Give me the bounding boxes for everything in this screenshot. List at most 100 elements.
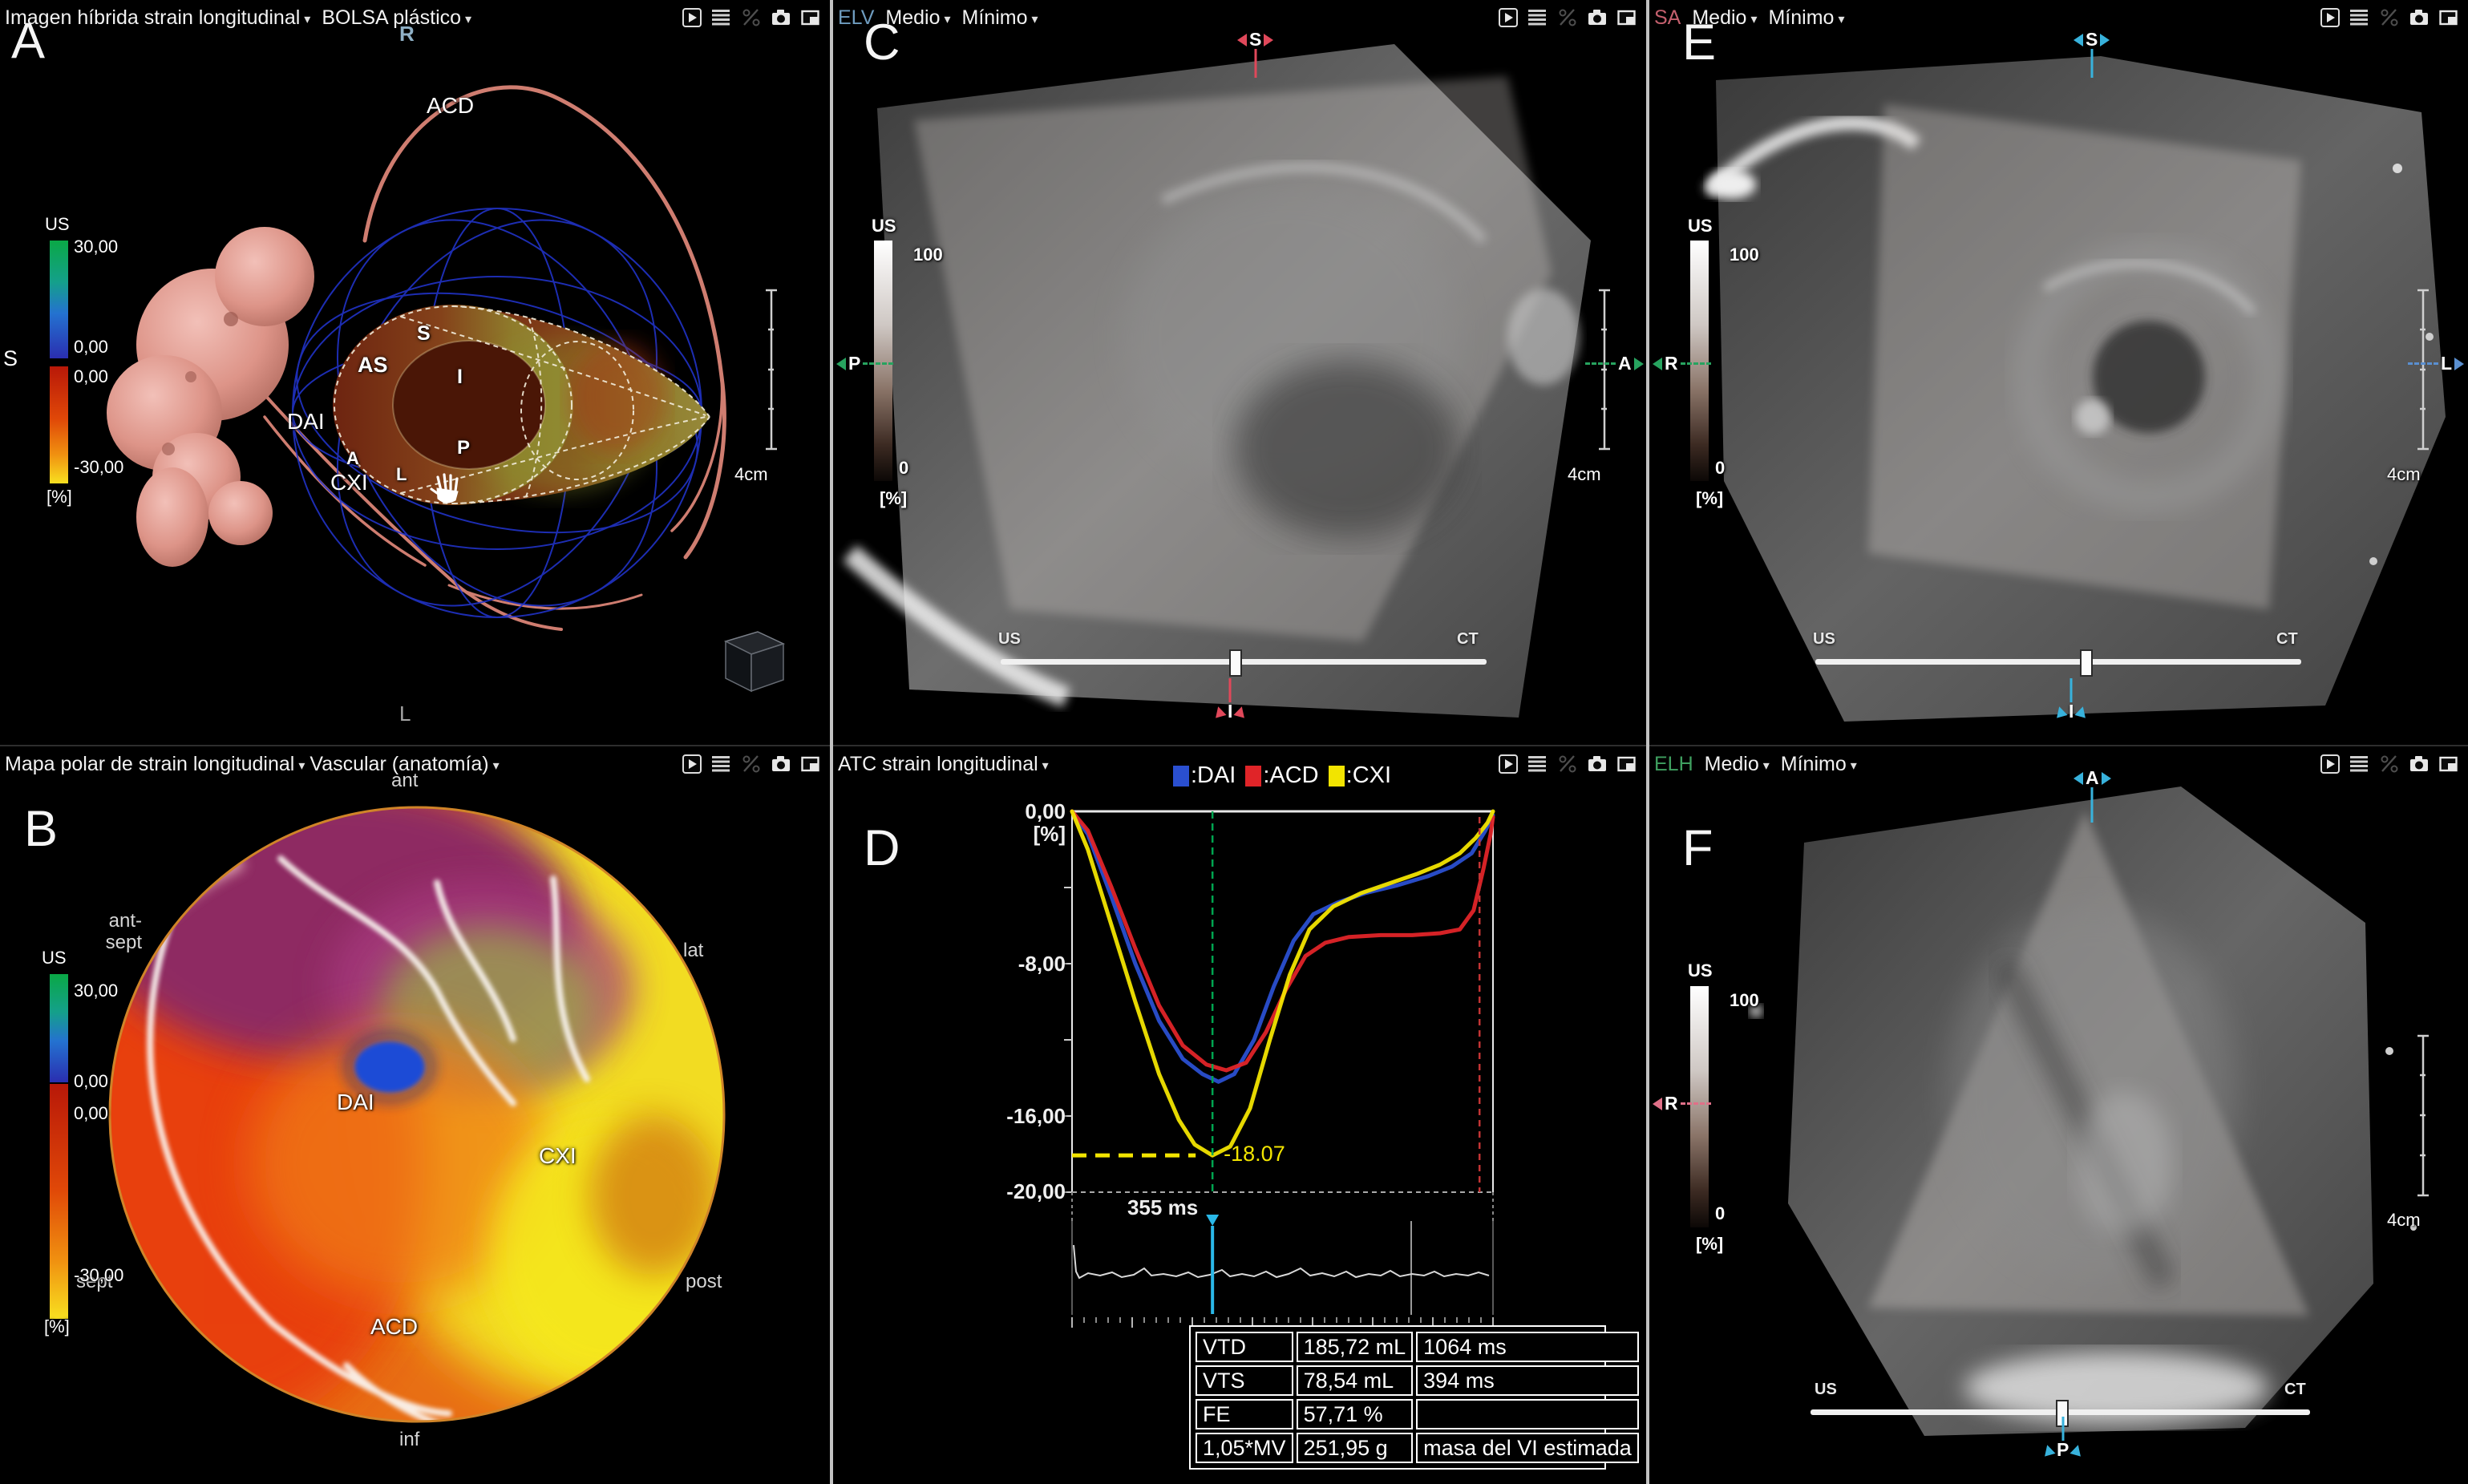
- orientation-cursor-anterior[interactable]: A: [2074, 769, 2111, 823]
- snapshot-camera-icon[interactable]: [2409, 8, 2429, 27]
- layout-menu-icon[interactable]: [712, 8, 731, 27]
- menu-minimo[interactable]: Mínimo ▾: [962, 6, 1038, 30]
- table-cell: 57,71 %: [1296, 1399, 1414, 1429]
- hybrid-3d-viewport[interactable]: [0, 0, 830, 746]
- window-icon[interactable]: [801, 8, 820, 27]
- menu-minimo[interactable]: Mínimo ▾: [1768, 6, 1844, 30]
- panel-c-header: ELV Medio ▾ Mínimo ▾: [833, 0, 1646, 32]
- layout-menu-icon[interactable]: [1528, 8, 1548, 27]
- snapshot-camera-icon[interactable]: [2409, 754, 2429, 774]
- ct-us-fusion-viewport[interactable]: [833, 0, 1646, 746]
- colorbar-min: -30,00: [74, 1265, 124, 1285]
- window-icon[interactable]: [801, 754, 820, 774]
- snapshot-camera-icon[interactable]: [1588, 754, 1607, 774]
- segment-label-s: S: [417, 322, 431, 345]
- slider-ct-label: CT: [2284, 1381, 2306, 1398]
- ct-us-fusion-viewport[interactable]: [1649, 0, 2468, 746]
- strain-colorbar: [50, 241, 68, 483]
- layout-menu-icon[interactable]: [2350, 8, 2369, 27]
- play-icon[interactable]: [1499, 8, 1518, 27]
- us-ct-blend-slider[interactable]: [1001, 659, 1487, 665]
- menu-label: Mínimo: [961, 6, 1028, 29]
- snapshot-camera-icon[interactable]: [1588, 8, 1607, 27]
- orientation-cursor-superior[interactable]: S: [2074, 30, 2110, 78]
- menu-medio[interactable]: Medio ▾: [1692, 6, 1757, 30]
- orientation-cursor-superior[interactable]: S: [1237, 30, 1274, 78]
- menu-medio[interactable]: Medio ▾: [1705, 753, 1770, 776]
- chevron-down-icon: ▾: [1762, 759, 1770, 773]
- polar-map-viewport[interactable]: [0, 746, 830, 1484]
- panel-elv-fusion: ELV Medio ▾ Mínimo ▾ C S P A I US 100 0 [%…: [833, 0, 1646, 746]
- ecg-time-cursor[interactable]: [1206, 1215, 1220, 1314]
- percent-icon[interactable]: [742, 754, 761, 774]
- y-axis-tick: -16,00: [1006, 1104, 1066, 1128]
- orientation-cursor-inferior[interactable]: I: [1212, 678, 1248, 721]
- orientation-cursor-inferior[interactable]: I: [2053, 678, 2089, 721]
- orientation-cursor-right[interactable]: R: [1653, 1094, 1711, 1113]
- orientation-cursor-posterior[interactable]: P: [836, 353, 894, 374]
- panel-b-header: Mapa polar de strain longitudinal ▾ Vascu…: [0, 746, 830, 778]
- chevron-down-icon: ▾: [492, 759, 500, 773]
- play-icon[interactable]: [2320, 8, 2340, 27]
- window-icon[interactable]: [2439, 8, 2458, 27]
- menu-medio[interactable]: Medio ▾: [885, 6, 950, 30]
- orientation-cube[interactable]: [723, 631, 786, 693]
- colorbar-zero: 0,00: [74, 1071, 108, 1091]
- orientation-letter: P: [848, 353, 861, 374]
- menu-vascular-anatomia[interactable]: Vascular (anatomía) ▾: [310, 753, 499, 776]
- percent-icon[interactable]: [1558, 754, 1577, 774]
- menu-polar-map[interactable]: Mapa polar de strain longitudinal ▾: [5, 753, 305, 776]
- scale-ruler: [1599, 289, 1610, 451]
- us-ct-blend-handle[interactable]: [2080, 649, 2093, 677]
- slider-ct-label: CT: [1457, 630, 1479, 648]
- orientation-cursor-anterior[interactable]: A: [1585, 354, 1644, 373]
- percent-icon[interactable]: [2380, 754, 2399, 774]
- legend-label: :DAI: [1190, 762, 1236, 788]
- colorbar-zero: 0,00: [74, 337, 108, 357]
- orientation-cursor-right[interactable]: R: [1653, 354, 1711, 373]
- menu-label: Medio: [885, 6, 941, 29]
- panel-strain-chart: ATC strain longitudinal ▾ D :DAI:ACD:CXI …: [833, 746, 1646, 1484]
- colorbar-min: 0: [1715, 458, 1726, 478]
- percent-icon[interactable]: [742, 8, 761, 27]
- colorbar-title: US: [872, 216, 896, 236]
- chevron-down-icon: ▾: [465, 13, 472, 26]
- window-icon[interactable]: [2439, 754, 2458, 774]
- slider-ct-label: CT: [2276, 630, 2298, 648]
- menu-image-type[interactable]: Imagen híbrida strain longitudinal ▾: [5, 6, 310, 30]
- menu-minimo[interactable]: Mínimo ▾: [1781, 753, 1857, 776]
- us-ct-blend-slider[interactable]: [1815, 659, 2301, 665]
- orientation-cursor-posterior[interactable]: P: [2041, 1417, 2084, 1459]
- menu-label: BOLSA plástico: [322, 6, 462, 29]
- play-icon[interactable]: [682, 754, 702, 774]
- percent-icon[interactable]: [2380, 8, 2399, 27]
- panel-toolbar: [1499, 8, 1637, 27]
- segment-label-a: A: [346, 448, 359, 468]
- play-icon[interactable]: [2320, 754, 2340, 774]
- play-icon[interactable]: [1499, 754, 1518, 774]
- strain-chart: [1064, 809, 1495, 1328]
- orientation-letter: R: [1665, 1093, 1678, 1114]
- snapshot-camera-icon[interactable]: [771, 8, 791, 27]
- ct-us-fusion-viewport[interactable]: [1649, 746, 2468, 1484]
- menu-atc-strain[interactable]: ATC strain longitudinal ▾: [838, 753, 1049, 776]
- window-icon[interactable]: [1617, 8, 1637, 27]
- segment-label-i: I: [457, 366, 463, 388]
- layout-menu-icon[interactable]: [1528, 754, 1548, 774]
- orientation-cursor-left[interactable]: L: [2408, 354, 2465, 373]
- layout-menu-icon[interactable]: [2350, 754, 2369, 774]
- us-ct-blend-handle[interactable]: [1229, 649, 1242, 677]
- legend-item: :CXI: [1328, 762, 1391, 789]
- colorbar-min: -30,00: [74, 457, 124, 477]
- layout-menu-icon[interactable]: [712, 754, 731, 774]
- snapshot-camera-icon[interactable]: [771, 754, 791, 774]
- orientation-letter: A: [1618, 353, 1632, 374]
- percent-icon[interactable]: [1558, 8, 1577, 27]
- menu-label: Medio: [1704, 752, 1759, 775]
- window-icon[interactable]: [1617, 754, 1637, 774]
- table-row: FE 57,71 %: [1196, 1399, 1639, 1429]
- play-icon[interactable]: [682, 8, 702, 27]
- colorbar-title: US: [1688, 216, 1713, 236]
- menu-bolsa-plastico[interactable]: BOLSA plástico ▾: [322, 6, 471, 30]
- segment-label-p: P: [457, 437, 471, 459]
